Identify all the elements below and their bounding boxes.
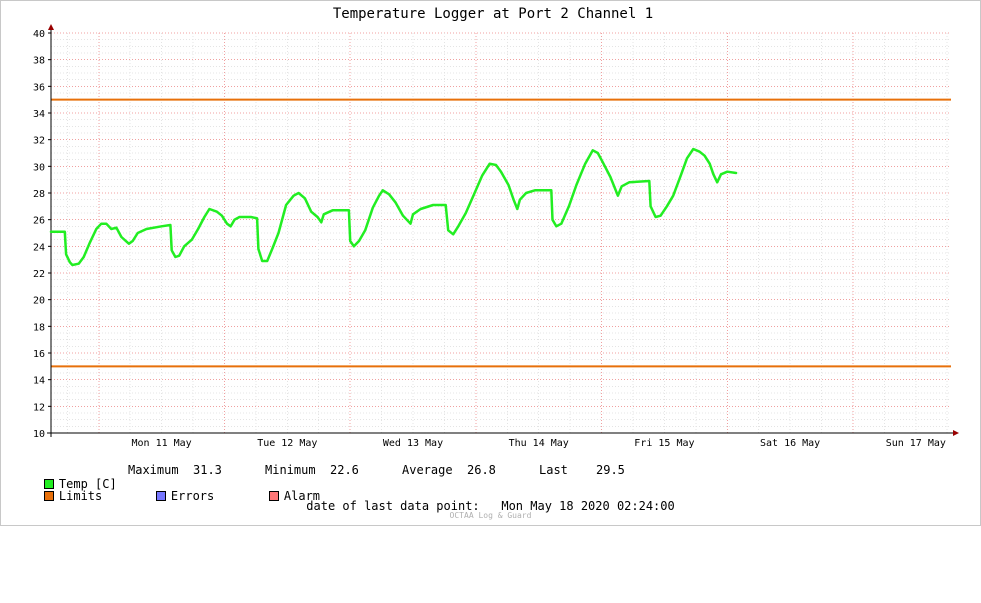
y-tick-label: 28 [33, 189, 45, 200]
legend-errors: Errors [127, 475, 214, 517]
y-tick-label: 20 [33, 296, 45, 307]
legend-temp-swatch [43, 479, 54, 489]
grid [51, 32, 951, 433]
y-tick-label: 16 [33, 349, 45, 360]
y-tick-label: 24 [33, 242, 45, 253]
stat-maximum-label: Maximum [128, 463, 179, 477]
y-tick-label: 36 [33, 82, 45, 93]
y-tick-label: 40 [33, 29, 45, 40]
series-temp-line [49, 147, 738, 267]
y-tick-label: 34 [33, 109, 45, 120]
legend-row-1: Temp [C] Maximum 31.3 Minimum 22.6 Avera… [15, 463, 625, 603]
legend-errors-label: Errors [170, 489, 215, 503]
y-tick-label: 12 [33, 402, 45, 413]
y-tick-label: 14 [33, 376, 45, 387]
legend-limits-swatch [43, 491, 54, 501]
last-data-point-value: Mon May 18 2020 02:24:00 [501, 499, 675, 513]
legend-row-2: Limits Errors Alarm [15, 475, 320, 531]
legend-limits-label: Limits [58, 489, 103, 503]
stat-minimum-value: 22.6 [330, 463, 359, 477]
temperature-chart: Temperature Logger at Port 2 Channel 1 1… [33, 6, 959, 449]
legend-alarm-swatch [268, 491, 279, 501]
chart-title: Temperature Logger at Port 2 Channel 1 [333, 6, 653, 22]
chart-frame [0, 0, 981, 526]
stat-last-label: Last [539, 463, 568, 477]
limit-lines [51, 98, 951, 368]
x-axis-arrow-icon [953, 430, 959, 436]
legend-temp-label: Temp [C] [58, 477, 117, 491]
x-tick-label: Fri 15 May [634, 438, 694, 449]
y-tick-label: 22 [33, 269, 45, 280]
legend-alarm: Alarm [240, 475, 320, 517]
stat-minimum-label: Minimum [265, 463, 316, 477]
x-tick-label: Wed 13 May [383, 438, 443, 449]
x-tick-label: Mon 11 May [132, 438, 192, 449]
last-data-point-label: date of last data point: [306, 499, 480, 513]
stat-average-label: Average [402, 463, 453, 477]
x-tick-label: Sun 17 May [886, 438, 946, 449]
y-tick-label: 26 [33, 216, 45, 227]
legend-temp: Temp [C] [15, 463, 117, 505]
axes: 10 12 14 16 18 20 22 24 26 28 30 32 34 36 38 40 Mon 11 M… [33, 24, 959, 449]
y-axis-arrow-icon [48, 24, 54, 30]
series [49, 147, 738, 267]
stat-last-value: 29.5 [596, 463, 625, 477]
x-tick-label: Thu 14 May [509, 438, 569, 449]
stat-average-value: 26.8 [467, 463, 496, 477]
y-tick-label: 10 [33, 429, 45, 440]
x-tick-label: Tue 12 May [257, 438, 317, 449]
y-tick-label: 32 [33, 136, 45, 147]
credit-text: OCTAA Log & Guard [449, 511, 532, 520]
legend-limits: Limits [15, 475, 102, 517]
y-tick-label: 38 [33, 56, 45, 67]
legend-alarm-label: Alarm [283, 489, 321, 503]
last-data-point: date of last data point: Mon May 18 2020… [0, 499, 981, 513]
y-tick-label: 18 [33, 322, 45, 333]
x-tick-label: Sat 16 May [760, 438, 820, 449]
y-tick-label: 30 [33, 162, 45, 173]
legend-errors-swatch [155, 491, 166, 501]
stat-maximum-value: 31.3 [193, 463, 222, 477]
